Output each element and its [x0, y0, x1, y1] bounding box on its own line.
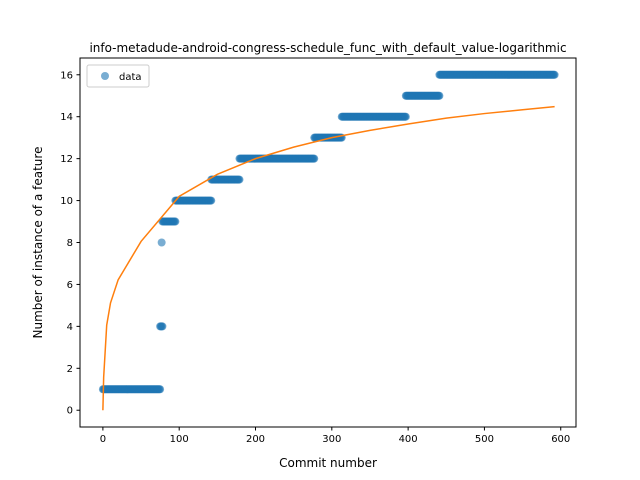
- legend: data: [86, 64, 150, 88]
- data-point: [157, 238, 166, 247]
- chart-title: info-metadude-android-congress-schedule_…: [89, 41, 566, 55]
- data-point: [550, 70, 559, 79]
- legend-box: [86, 64, 150, 88]
- y-tick-label: 12: [60, 154, 73, 165]
- y-tick-label: 0: [67, 406, 73, 417]
- x-tick-label: 500: [475, 434, 494, 445]
- y-tick-label: 14: [60, 112, 73, 123]
- data-point: [158, 322, 167, 331]
- x-axis-label: Commit number: [279, 456, 377, 470]
- data-point: [435, 91, 444, 100]
- legend-label-data: data: [119, 72, 142, 83]
- data-point: [156, 385, 165, 394]
- fit-line: [102, 105, 555, 411]
- tick-layer: 0 100 200 300 400 500 600 0 2 4 6 8 10 12 14 16: [60, 70, 570, 445]
- x-tick-label: 400: [399, 434, 418, 445]
- x-tick-label: 0: [100, 434, 106, 445]
- y-tick-label: 6: [67, 280, 73, 291]
- data-point: [171, 217, 180, 226]
- data-point: [401, 112, 410, 121]
- x-tick-label: 600: [551, 434, 570, 445]
- x-tick-label: 200: [246, 434, 265, 445]
- data-point: [235, 175, 244, 184]
- x-tick-label: 100: [170, 434, 189, 445]
- y-axis-label: Number of instance of a feature: [31, 147, 45, 339]
- y-tick-label: 8: [67, 238, 73, 249]
- legend-marker-data: [101, 72, 109, 80]
- y-tick-label: 16: [60, 70, 73, 81]
- x-tick-label: 300: [322, 434, 341, 445]
- data-point: [207, 196, 216, 205]
- data-point: [310, 154, 319, 163]
- y-tick-label: 2: [67, 364, 73, 375]
- y-tick-label: 10: [60, 196, 73, 207]
- y-tick-label: 4: [67, 322, 73, 333]
- plot-layer: [98, 70, 559, 411]
